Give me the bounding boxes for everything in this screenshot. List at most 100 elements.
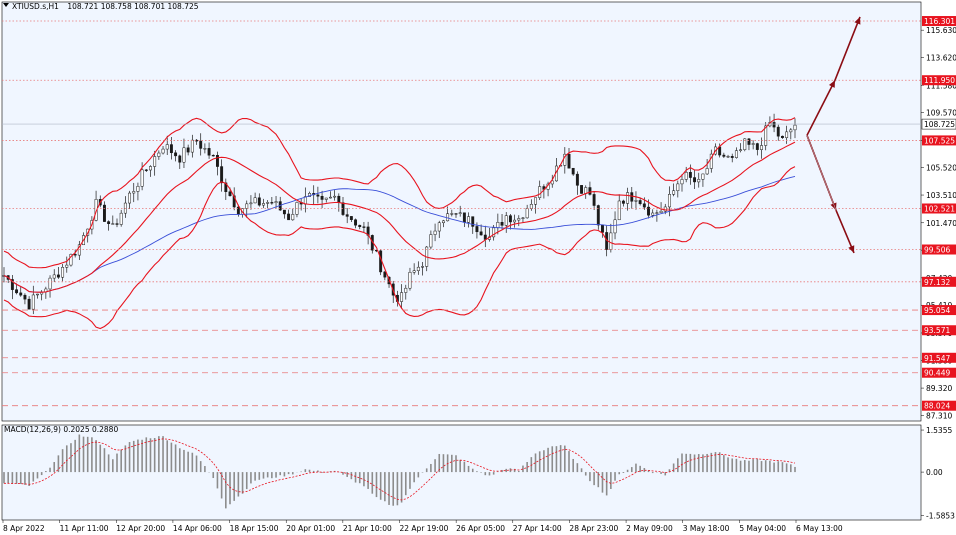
- candle-body: [441, 220, 445, 224]
- candle-body: [215, 155, 219, 167]
- candle-body: [496, 222, 500, 229]
- candle-body: [508, 215, 512, 223]
- candle-body: [751, 143, 755, 145]
- macd-tick-label: -1.5853: [926, 511, 955, 520]
- candle-body: [400, 292, 404, 302]
- candle-body: [793, 124, 797, 131]
- candle-body: [169, 144, 173, 154]
- time-tick-label: 3 May 18:00: [683, 524, 730, 533]
- candle-body: [102, 204, 106, 222]
- candle-body: [15, 289, 19, 294]
- candle-body: [743, 138, 747, 150]
- candle-body: [36, 293, 39, 296]
- time-tick-label: 8 Apr 2022: [3, 524, 45, 533]
- candle-body: [776, 126, 780, 137]
- price-tick-label: 101.470: [926, 219, 956, 228]
- candle-body: [228, 191, 232, 197]
- price-tick-label: 105.520: [926, 164, 956, 173]
- level-tag-8: [922, 325, 956, 336]
- candle-body: [642, 203, 646, 208]
- bearish-arrow-2: [835, 209, 855, 254]
- candle-body: [136, 186, 140, 192]
- candle-body: [182, 147, 186, 163]
- candle-body: [688, 172, 692, 178]
- level-label-6: 97.132: [924, 278, 950, 287]
- candle-body: [722, 154, 726, 157]
- bearish-arrow-2-head: [848, 245, 855, 253]
- candle-body: [479, 231, 483, 236]
- candle-body: [48, 277, 52, 290]
- level-label-0: 116.301: [924, 17, 955, 26]
- current-price-label: 108.725: [924, 120, 955, 129]
- symbol-label: XTIUSD.s,H1: [12, 2, 59, 11]
- candle-body: [697, 179, 701, 183]
- candle-body: [567, 153, 571, 169]
- candle-body: [207, 148, 211, 156]
- candle-body: [161, 148, 165, 154]
- level-tag-1: [922, 75, 956, 86]
- macd-tick-label: 0.00: [926, 468, 943, 477]
- candle-body: [764, 125, 768, 146]
- candle-body: [450, 213, 454, 215]
- candle-body: [596, 205, 600, 226]
- macd-tick-label: 1.5355: [926, 426, 952, 435]
- candle-body: [617, 200, 621, 221]
- candle-body: [337, 195, 341, 203]
- candle-body: [693, 177, 697, 183]
- candle-body: [626, 192, 630, 204]
- candle-body: [27, 298, 31, 310]
- candle-body: [190, 139, 194, 153]
- time-tick-label: 27 Apr 14:00: [513, 524, 562, 533]
- candle-body: [772, 122, 776, 128]
- candle-body: [65, 264, 69, 268]
- level-label-11: 88.024: [924, 402, 950, 411]
- candle-body: [236, 206, 240, 215]
- candle-body: [513, 219, 517, 223]
- candle-body: [621, 200, 625, 204]
- candle-body: [128, 192, 132, 204]
- candle-body: [220, 166, 224, 184]
- candle-body: [178, 155, 182, 163]
- candle-body: [663, 206, 667, 212]
- candle-body: [525, 208, 529, 219]
- time-tick-label: 14 Apr 06:00: [173, 524, 222, 533]
- time-tick-label: 2 May 09:00: [626, 524, 673, 533]
- candle-body: [408, 271, 412, 289]
- candle-body: [739, 149, 743, 151]
- candle-body: [676, 183, 680, 191]
- level-tag-3: [922, 135, 956, 146]
- time-tick-label: 6 May 13:00: [796, 524, 843, 533]
- candle-body: [77, 244, 81, 256]
- level-label-7: 95.054: [924, 306, 950, 315]
- candle-body: [709, 153, 713, 169]
- candle-body: [358, 224, 362, 227]
- price-tick-label: 103.510: [926, 191, 956, 200]
- candle-body: [571, 167, 575, 175]
- candle-body: [61, 267, 65, 278]
- candle-body: [349, 216, 353, 220]
- candle-body: [270, 202, 274, 204]
- candle-body: [416, 266, 420, 271]
- time-tick-label: 5 May 04:00: [739, 524, 786, 533]
- level-label-4: 102.521: [924, 204, 955, 213]
- corner-cover: [922, 2, 955, 12]
- level-tag-5: [922, 244, 956, 255]
- candle-body: [613, 219, 617, 234]
- price-tick-label: 89.320: [926, 384, 952, 393]
- candle-body: [149, 166, 152, 171]
- price-tick-label: 115.630: [926, 26, 956, 35]
- macd-panel[interactable]: [1, 424, 922, 521]
- candle-body: [153, 156, 157, 167]
- candle-body: [734, 150, 738, 158]
- candle-body: [144, 169, 148, 171]
- candle-body: [609, 232, 613, 250]
- chart-header: XTIUSD.s,H1 108.721 108.758 108.701 108.…: [12, 2, 199, 11]
- main-price-panel[interactable]: [1, 1, 922, 422]
- candle-body: [56, 274, 60, 278]
- candle-body: [19, 292, 23, 296]
- price-tick-label: 87.310: [926, 411, 952, 420]
- candle-body: [23, 294, 27, 300]
- time-tick-label: 28 Apr 23:00: [569, 524, 618, 533]
- level-tag-9: [922, 352, 956, 363]
